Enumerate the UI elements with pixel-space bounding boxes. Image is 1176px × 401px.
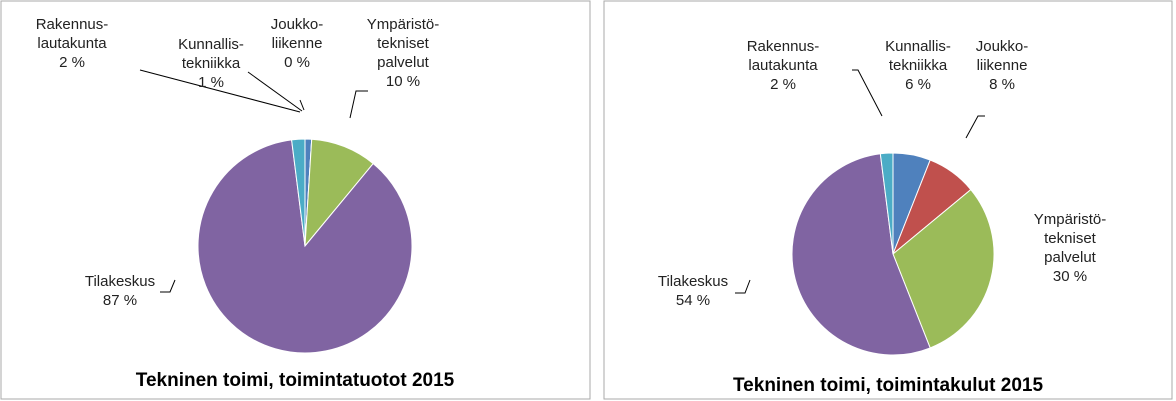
category-label: Ympäristö- tekniset palvelut [1033, 211, 1107, 266]
pie-slice [197, 139, 413, 354]
value-label: 0 % [284, 54, 310, 71]
slice-label: Rakennus- lautakunta 2 % [36, 15, 109, 72]
category-label: Rakennus- lautakunta [35, 16, 109, 52]
category-label: Ympäristö- tekniset palvelut [366, 16, 440, 71]
value-label: 54 % [675, 292, 711, 309]
chart-title: Tekninen toimi, toimintatuotot 2015 [135, 370, 455, 391]
slice-label: Ympäristö- tekniset palvelut 30 % [1034, 210, 1107, 286]
leader-line [139, 69, 301, 113]
category-label: Rakennus- lautakunta [746, 38, 820, 74]
leader-line [735, 279, 751, 294]
leader-lines [139, 69, 985, 294]
category-label: Kunnallis- tekniikka [178, 36, 244, 72]
panel [0, 0, 591, 400]
value-label: 30 % [1052, 268, 1088, 285]
category-label: Tilakeskus [657, 273, 729, 290]
pie-slice [291, 138, 306, 247]
slice-label: Tilakeskus 87 % [85, 272, 155, 310]
leader-line [349, 90, 368, 119]
value-label: 2 % [59, 54, 85, 71]
leader-line [852, 69, 883, 117]
value-label: 10 % [385, 73, 421, 90]
chart-title: Tekninen toimi, toimintakulut 2015 [732, 375, 1044, 396]
leader-line [965, 115, 985, 139]
category-label: Joukko- liikenne [270, 16, 324, 52]
leader-line [160, 279, 176, 293]
category-label: Tilakeskus [84, 273, 156, 290]
pie-slice [892, 188, 995, 349]
slice-label: Rakennus- lautakunta 2 % [747, 37, 820, 94]
value-label: 1 % [198, 74, 224, 91]
slice-label: Joukko- liikenne 0 % [271, 15, 324, 72]
pie-slice [879, 152, 894, 255]
slice-label: Kunnallis- tekniikka 6 % [885, 37, 951, 94]
pie-slice [791, 153, 931, 356]
value-label: 2 % [770, 76, 796, 93]
panel [603, 0, 1173, 400]
value-label: 87 % [102, 292, 138, 309]
slice-label: Joukko- liikenne 8 % [976, 37, 1029, 94]
leader-line [299, 99, 305, 111]
leader-line [247, 71, 303, 112]
slice-label: Kunnallis- tekniikka 1 % [178, 35, 244, 92]
value-label: 8 % [989, 76, 1015, 93]
slice-label: Ympäristö- tekniset palvelut 10 % [367, 15, 440, 91]
slice-label: Tilakeskus 54 % [658, 272, 728, 310]
category-label: Joukko- liikenne [975, 38, 1029, 74]
category-label: Kunnallis- tekniikka [885, 38, 951, 74]
value-label: 6 % [905, 76, 931, 93]
